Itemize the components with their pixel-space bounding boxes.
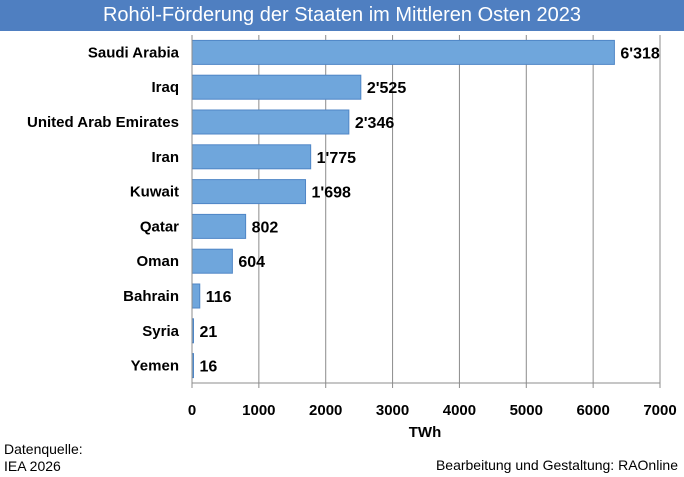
axes (191, 35, 661, 388)
bar-oman (191, 248, 233, 274)
category-label: Iraq (151, 79, 179, 96)
value-label: 2'525 (367, 80, 407, 97)
x-tick-label: 1000 (242, 402, 275, 419)
bars (191, 39, 615, 379)
category-label: Saudi Arabia (88, 44, 180, 61)
source-line-1: Datenquelle: (4, 441, 83, 457)
x-tick-label: 4000 (443, 402, 476, 419)
bar-bahrain (191, 283, 201, 309)
source-note: Datenquelle: IEA 2026 (4, 441, 83, 475)
value-label: 802 (252, 219, 279, 236)
category-label: United Arab Emirates (27, 114, 179, 131)
bar-iraq (191, 74, 362, 100)
source-line-2: IEA 2026 (4, 458, 61, 474)
bar-iran (191, 144, 312, 170)
credit-note: Bearbeitung und Gestaltung: RAOnline (435, 457, 678, 473)
category-label: Oman (136, 253, 179, 270)
bar-united-arab-emirates (191, 109, 350, 135)
x-tick-label: 5000 (510, 402, 543, 419)
value-label: 116 (206, 289, 232, 306)
chart-title: Rohöl-Förderung der Staaten im Mittleren… (0, 0, 684, 31)
bar-qatar (191, 213, 247, 239)
value-label: 604 (238, 254, 265, 271)
gridlines (258, 35, 661, 383)
category-label: Syria (142, 323, 179, 340)
category-label: Yemen (131, 358, 179, 375)
value-label: 6'318 (620, 45, 660, 62)
x-axis-label: TWh (409, 424, 441, 440)
value-label: 16 (200, 359, 218, 376)
x-tick-label: 6000 (576, 402, 609, 419)
category-label: Bahrain (123, 288, 179, 305)
value-label: 21 (200, 324, 218, 341)
category-label: Iran (151, 149, 179, 166)
x-tick-label: 0 (188, 402, 196, 419)
value-label: 2'346 (355, 115, 395, 132)
labels: 0 1000 2000 3000 4000 5000 6000 7000 Saudi Arabi… (27, 44, 677, 419)
value-label: 1'775 (317, 150, 357, 167)
value-label: 1'698 (312, 185, 352, 202)
bar-saudi-arabia (191, 39, 615, 65)
x-tick-label: 3000 (376, 402, 409, 419)
category-label: Qatar (140, 218, 179, 235)
x-tick-label: 2000 (309, 402, 342, 419)
bar-kuwait (191, 179, 307, 205)
bar-chart: 0 1000 2000 3000 4000 5000 6000 7000 Saudi Arabi… (27, 35, 677, 440)
x-tick-label: 7000 (643, 402, 676, 419)
category-label: Kuwait (130, 184, 179, 201)
